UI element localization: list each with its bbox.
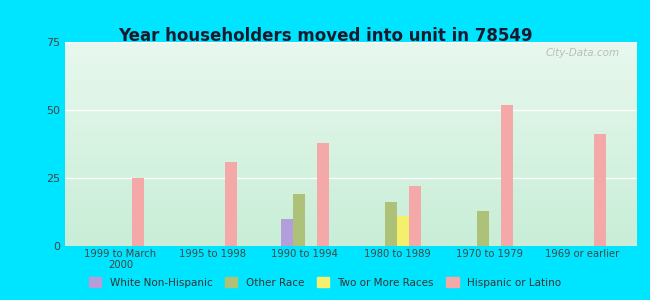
Bar	[593, 134, 606, 246]
Bar	[385, 202, 397, 246]
Bar	[409, 186, 421, 246]
Bar	[293, 194, 305, 246]
Text: Year householders moved into unit in 78549: Year householders moved into unit in 785…	[118, 27, 532, 45]
Text: City-Data.com: City-Data.com	[546, 48, 620, 58]
Bar	[281, 219, 293, 246]
Bar	[133, 178, 144, 246]
Bar	[225, 162, 237, 246]
Bar	[477, 211, 489, 246]
Bar	[501, 105, 514, 246]
Legend: White Non-Hispanic, Other Race, Two or More Races, Hispanic or Latino: White Non-Hispanic, Other Race, Two or M…	[84, 273, 566, 292]
Bar	[397, 216, 409, 246]
Bar	[317, 142, 329, 246]
